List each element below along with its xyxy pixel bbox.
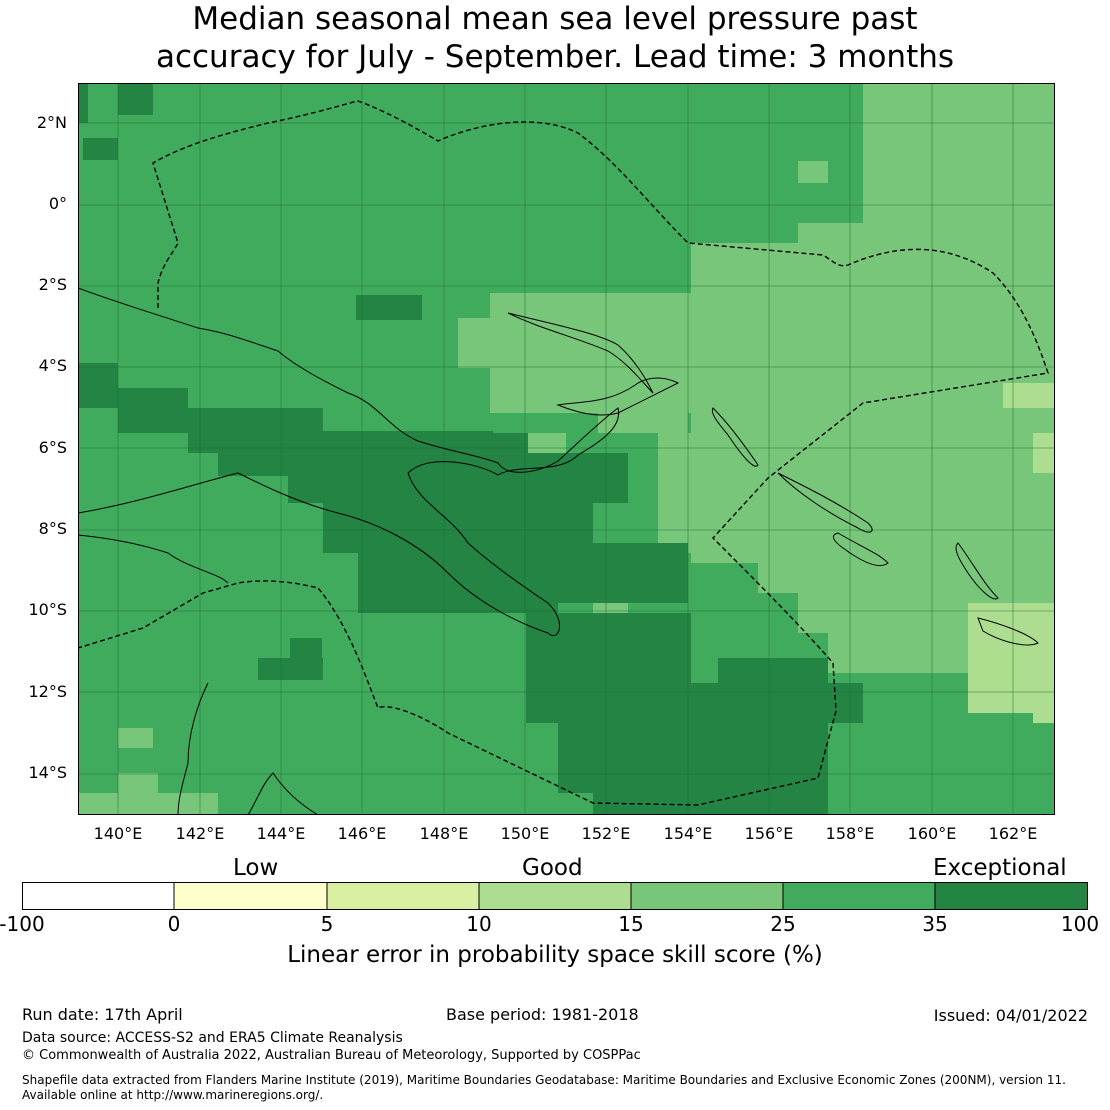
eez-boundaries bbox=[78, 100, 1049, 806]
colorbar-title: Linear error in probability space skill … bbox=[287, 942, 823, 968]
solomons-coast-1 bbox=[777, 472, 873, 533]
colorbar-frame bbox=[22, 882, 1088, 910]
new-ireland-coast bbox=[507, 312, 654, 394]
copyright: © Commonwealth of Australia 2022, Austra… bbox=[22, 1048, 641, 1063]
lat-label-2n: 2°N bbox=[36, 113, 67, 132]
lat-label-4s: 4°S bbox=[38, 356, 67, 375]
coastlines bbox=[78, 287, 1039, 815]
graticule bbox=[78, 83, 1055, 815]
title-line-2: accuracy for July - September. Lead time… bbox=[155, 39, 955, 75]
australia-coast bbox=[78, 534, 319, 815]
colorbar-tick-5: 5 bbox=[320, 912, 334, 936]
new-britain-coast bbox=[556, 377, 680, 416]
legend-category-good: Good bbox=[522, 855, 583, 881]
colorbar-tick-0: 0 bbox=[167, 912, 181, 936]
lon-label-154e: 154°E bbox=[663, 824, 713, 843]
colorbar-tick-100: 100 bbox=[1060, 912, 1100, 936]
png-eez-boundary bbox=[78, 100, 1049, 806]
data-source: Data source: ACCESS-S2 and ERA5 Climate … bbox=[22, 1030, 403, 1046]
legend-category-low: Low bbox=[233, 855, 279, 881]
lon-label-142e: 142°E bbox=[175, 824, 225, 843]
lat-label-8s: 8°S bbox=[38, 519, 67, 538]
region-exceptional bbox=[78, 83, 863, 815]
run-date: Run date: 17th April bbox=[22, 1005, 183, 1024]
region-10-15 bbox=[968, 383, 1055, 723]
lat-label-0: 0° bbox=[48, 194, 67, 213]
colorbar-swatch-10-15 bbox=[479, 882, 631, 910]
colorbar-swatch-0-5 bbox=[174, 882, 327, 910]
lon-label-140e: 140°E bbox=[93, 824, 143, 843]
chart-title: Median seasonal mean sea level pressure … bbox=[0, 0, 1110, 76]
lon-label-148e: 148°E bbox=[419, 824, 469, 843]
colorbar-tick-neg100: -100 bbox=[0, 912, 45, 936]
colorbar bbox=[22, 882, 1088, 910]
lon-label-144e: 144°E bbox=[256, 824, 306, 843]
lat-label-12s: 12°S bbox=[28, 682, 67, 701]
colorbar-tick-15: 15 bbox=[618, 912, 644, 936]
lon-label-160e: 160°E bbox=[907, 824, 957, 843]
colorbar-swatch-neg100-0 bbox=[22, 882, 174, 910]
colorbar-tick-35: 35 bbox=[922, 912, 948, 936]
lon-label-150e: 150°E bbox=[500, 824, 550, 843]
bougainville-coast bbox=[711, 407, 759, 467]
solomons-coast-3 bbox=[955, 542, 999, 600]
shapefile-credit-line-2: Available online at http://www.marinereg… bbox=[22, 1088, 324, 1102]
new-guinea-coast bbox=[78, 287, 620, 637]
lat-label-10s: 10°S bbox=[28, 600, 67, 619]
lat-label-2s: 2°S bbox=[38, 275, 67, 294]
map-frame bbox=[78, 83, 1055, 815]
lon-label-158e: 158°E bbox=[825, 824, 875, 843]
lon-label-146e: 146°E bbox=[337, 824, 387, 843]
colorbar-tick-10: 10 bbox=[466, 912, 492, 936]
legend-category-exceptional: Exceptional bbox=[933, 855, 1067, 881]
lat-label-6s: 6°S bbox=[38, 438, 67, 457]
shapefile-credit-line-1: Shapefile data extracted from Flanders M… bbox=[22, 1073, 1066, 1087]
base-period: Base period: 1981-2018 bbox=[446, 1005, 639, 1024]
lat-label-14s: 14°S bbox=[28, 763, 67, 782]
colorbar-swatch-35-100 bbox=[935, 882, 1088, 910]
lon-label-162e: 162°E bbox=[988, 824, 1038, 843]
lon-label-156e: 156°E bbox=[744, 824, 794, 843]
lon-label-152e: 152°E bbox=[581, 824, 631, 843]
solomons-coast-4 bbox=[977, 617, 1039, 646]
issued-date: Issued: 04/01/2022 bbox=[933, 1006, 1088, 1025]
skill-map bbox=[78, 83, 1055, 815]
colorbar-tick-25: 25 bbox=[770, 912, 796, 936]
colorbar-swatch-5-10 bbox=[327, 882, 479, 910]
colorbar-swatch-25-35 bbox=[783, 882, 935, 910]
colorbar-swatch-15-25 bbox=[631, 882, 783, 910]
solomons-coast-2 bbox=[832, 532, 889, 567]
title-line-1: Median seasonal mean sea level pressure … bbox=[192, 1, 918, 37]
